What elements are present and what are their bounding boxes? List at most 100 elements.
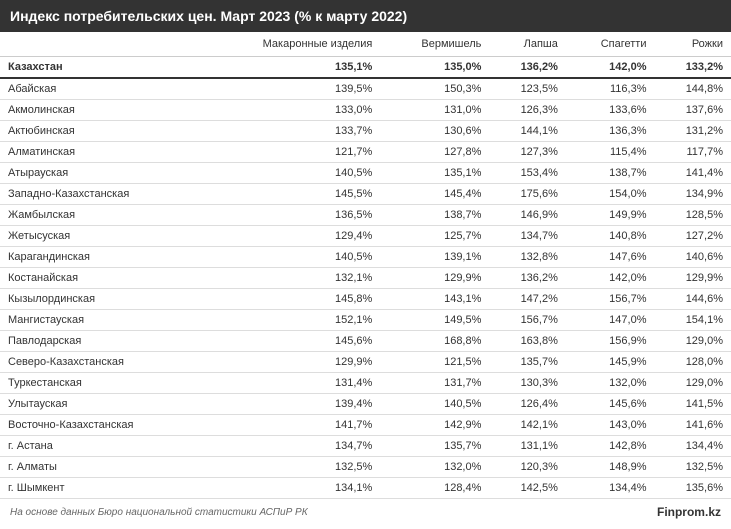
- value-cell: 129,9%: [654, 268, 731, 289]
- value-cell: 163,8%: [489, 331, 565, 352]
- value-cell: 142,1%: [489, 415, 565, 436]
- col-noodles: Лапша: [489, 32, 565, 57]
- value-cell: 139,1%: [380, 247, 489, 268]
- value-cell: 133,0%: [200, 100, 380, 121]
- value-cell: 144,6%: [654, 289, 731, 310]
- value-cell: 156,7%: [566, 289, 655, 310]
- value-cell: 141,4%: [654, 163, 731, 184]
- value-cell: 131,7%: [380, 373, 489, 394]
- region-cell: Акмолинская: [0, 100, 200, 121]
- value-cell: 128,5%: [654, 205, 731, 226]
- value-cell: 136,5%: [200, 205, 380, 226]
- table-row: Актюбинская133,7%130,6%144,1%136,3%131,2…: [0, 121, 731, 142]
- value-cell: 147,2%: [489, 289, 565, 310]
- value-cell: 156,7%: [489, 310, 565, 331]
- value-cell: 148,9%: [566, 457, 655, 478]
- value-cell: 141,7%: [200, 415, 380, 436]
- value-cell: 142,0%: [566, 268, 655, 289]
- value-cell: 132,8%: [489, 247, 565, 268]
- col-region: [0, 32, 200, 57]
- value-cell: 125,7%: [380, 226, 489, 247]
- table-row: Карагандинская140,5%139,1%132,8%147,6%14…: [0, 247, 731, 268]
- value-cell: 168,8%: [380, 331, 489, 352]
- value-cell: 135,6%: [654, 478, 731, 499]
- value-cell: 127,2%: [654, 226, 731, 247]
- value-cell: 134,4%: [654, 436, 731, 457]
- value-cell: 134,7%: [200, 436, 380, 457]
- region-cell: Мангистауская: [0, 310, 200, 331]
- table-row: Улытауская139,4%140,5%126,4%145,6%141,5%: [0, 394, 731, 415]
- value-cell: 140,6%: [654, 247, 731, 268]
- total-value: 136,2%: [489, 57, 565, 79]
- value-cell: 145,4%: [380, 184, 489, 205]
- value-cell: 154,0%: [566, 184, 655, 205]
- value-cell: 129,0%: [654, 331, 731, 352]
- value-cell: 133,7%: [200, 121, 380, 142]
- table-row: Кызылординская145,8%143,1%147,2%156,7%14…: [0, 289, 731, 310]
- value-cell: 136,2%: [489, 268, 565, 289]
- value-cell: 145,6%: [566, 394, 655, 415]
- value-cell: 135,1%: [380, 163, 489, 184]
- total-row: Казахстан135,1%135,0%136,2%142,0%133,2%: [0, 57, 731, 79]
- region-cell: Костанайская: [0, 268, 200, 289]
- value-cell: 133,6%: [566, 100, 655, 121]
- table-row: Жамбылская136,5%138,7%146,9%149,9%128,5%: [0, 205, 731, 226]
- total-value: 135,1%: [200, 57, 380, 79]
- value-cell: 120,3%: [489, 457, 565, 478]
- value-cell: 150,3%: [380, 78, 489, 100]
- value-cell: 140,8%: [566, 226, 655, 247]
- value-cell: 138,7%: [566, 163, 655, 184]
- value-cell: 132,1%: [200, 268, 380, 289]
- value-cell: 129,9%: [200, 352, 380, 373]
- value-cell: 154,1%: [654, 310, 731, 331]
- value-cell: 138,7%: [380, 205, 489, 226]
- table-row: г. Алматы132,5%132,0%120,3%148,9%132,5%: [0, 457, 731, 478]
- value-cell: 128,4%: [380, 478, 489, 499]
- region-cell: Павлодарская: [0, 331, 200, 352]
- value-cell: 141,6%: [654, 415, 731, 436]
- region-cell: Карагандинская: [0, 247, 200, 268]
- value-cell: 142,5%: [489, 478, 565, 499]
- value-cell: 126,4%: [489, 394, 565, 415]
- table-row: Акмолинская133,0%131,0%126,3%133,6%137,6…: [0, 100, 731, 121]
- value-cell: 131,1%: [489, 436, 565, 457]
- value-cell: 135,7%: [380, 436, 489, 457]
- table-row: Атырауская140,5%135,1%153,4%138,7%141,4%: [0, 163, 731, 184]
- value-cell: 140,5%: [200, 247, 380, 268]
- value-cell: 145,5%: [200, 184, 380, 205]
- value-cell: 127,3%: [489, 142, 565, 163]
- value-cell: 149,5%: [380, 310, 489, 331]
- value-cell: 142,8%: [566, 436, 655, 457]
- value-cell: 153,4%: [489, 163, 565, 184]
- value-cell: 140,5%: [200, 163, 380, 184]
- value-cell: 126,3%: [489, 100, 565, 121]
- region-cell: Улытауская: [0, 394, 200, 415]
- value-cell: 140,5%: [380, 394, 489, 415]
- region-cell: Северо-Казахстанская: [0, 352, 200, 373]
- value-cell: 149,9%: [566, 205, 655, 226]
- source-label: Finprom.kz: [657, 505, 721, 519]
- region-cell: Туркестанская: [0, 373, 200, 394]
- value-cell: 147,6%: [566, 247, 655, 268]
- table-footer: На основе данных Бюро национальной стати…: [0, 499, 731, 525]
- value-cell: 131,4%: [200, 373, 380, 394]
- value-cell: 141,5%: [654, 394, 731, 415]
- total-region: Казахстан: [0, 57, 200, 79]
- value-cell: 130,3%: [489, 373, 565, 394]
- value-cell: 130,6%: [380, 121, 489, 142]
- value-cell: 139,4%: [200, 394, 380, 415]
- value-cell: 145,8%: [200, 289, 380, 310]
- value-cell: 135,7%: [489, 352, 565, 373]
- region-cell: Восточно-Казахстанская: [0, 415, 200, 436]
- value-cell: 143,1%: [380, 289, 489, 310]
- value-cell: 134,1%: [200, 478, 380, 499]
- value-cell: 132,5%: [200, 457, 380, 478]
- value-cell: 129,9%: [380, 268, 489, 289]
- value-cell: 116,3%: [566, 78, 655, 100]
- table-row: г. Шымкент134,1%128,4%142,5%134,4%135,6%: [0, 478, 731, 499]
- value-cell: 132,5%: [654, 457, 731, 478]
- region-cell: Алматинская: [0, 142, 200, 163]
- total-value: 135,0%: [380, 57, 489, 79]
- col-rozhki: Рожки: [654, 32, 731, 57]
- col-spaghetti: Спагетти: [566, 32, 655, 57]
